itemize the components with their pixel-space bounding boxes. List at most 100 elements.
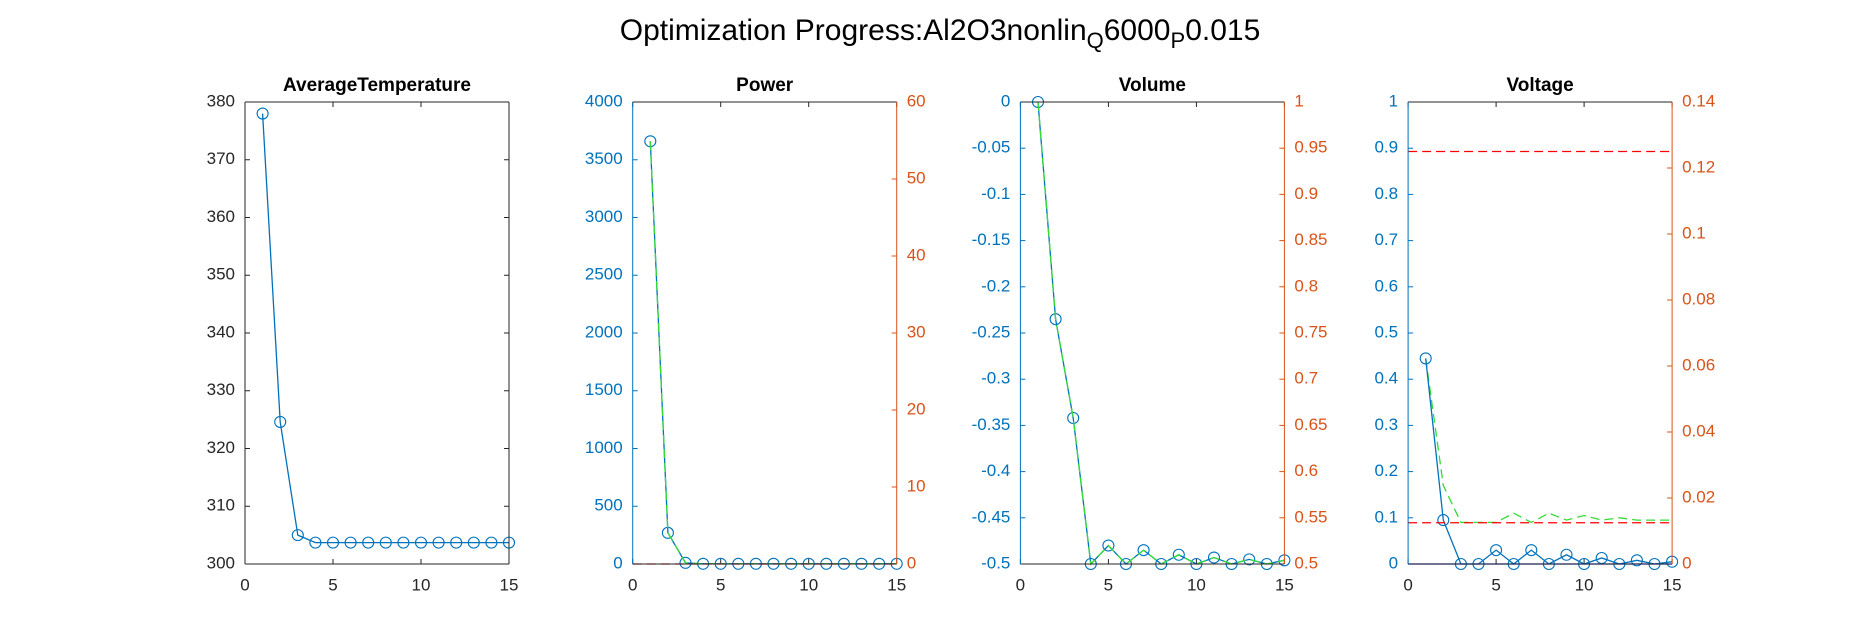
- x-tick-label: 10: [1187, 575, 1206, 594]
- data-point: [467, 536, 480, 549]
- y-tick-label: 0.3: [1374, 415, 1398, 434]
- y2-tick-label: 0.95: [1294, 138, 1327, 157]
- x-tick-label: 0: [1016, 575, 1025, 594]
- data-point: [291, 529, 304, 542]
- series-line: [1037, 101, 1285, 566]
- x-tick-label: 0: [628, 575, 637, 594]
- data-point: [362, 536, 375, 549]
- subplot-title: AverageTemperature: [283, 75, 471, 96]
- data-point: [1560, 548, 1573, 561]
- y-tick-label: -0.25: [972, 322, 1011, 341]
- data-point: [1419, 352, 1432, 365]
- y-tick-label: 2500: [585, 265, 623, 284]
- y-tick-label: 0.9: [1374, 138, 1398, 157]
- y-tick-label: -0.15: [972, 230, 1011, 249]
- y2-tick-label: 0.02: [1682, 487, 1715, 506]
- data-point: [1437, 514, 1450, 527]
- subplot-title: Power: [736, 75, 794, 96]
- y-tick-label: 340: [207, 322, 235, 341]
- y-tick-label: 500: [594, 496, 622, 515]
- data-point: [679, 556, 692, 569]
- y2-tick-label: 0.04: [1682, 421, 1715, 440]
- y2-tick-label: 20: [907, 399, 926, 418]
- series-line: [649, 141, 897, 565]
- y2-tick-label: 0.85: [1294, 230, 1327, 249]
- data-point: [1595, 551, 1608, 565]
- y2-tick-label: 60: [907, 91, 926, 110]
- y-tick-label: -0.2: [981, 276, 1010, 295]
- y2-tick-label: 0.08: [1682, 289, 1715, 308]
- y-tick-label: 370: [207, 149, 235, 168]
- x-tick-label: 10: [1575, 575, 1594, 594]
- x-tick-label: 15: [1663, 575, 1682, 594]
- series-line: [1037, 101, 1285, 566]
- series-line: [649, 141, 897, 565]
- y-tick-label: 3500: [585, 149, 623, 168]
- y2-tick-label: 10: [907, 476, 926, 495]
- y2-tick-label: 0.8: [1294, 276, 1318, 295]
- x-tick-label: 10: [412, 575, 431, 594]
- series-line: [261, 113, 509, 544]
- series-line: [1425, 358, 1673, 524]
- x-tick-label: 0: [1403, 575, 1412, 594]
- x-tick-label: 5: [328, 575, 337, 594]
- y-tick-label: 4000: [585, 91, 623, 110]
- y-tick-label: 380: [207, 91, 235, 110]
- y-tick-label: 0.6: [1374, 276, 1398, 295]
- y2-tick-label: 0: [907, 553, 916, 572]
- y-tick-label: 1000: [585, 438, 623, 457]
- title-part: 6000: [1104, 14, 1171, 47]
- data-point: [274, 415, 287, 428]
- y-tick-label: -0.35: [972, 415, 1011, 434]
- y2-tick-label: 0.55: [1294, 507, 1327, 526]
- title-subscript: P: [1171, 28, 1186, 53]
- y2-tick-label: 0.06: [1682, 355, 1715, 374]
- data-point: [1137, 544, 1150, 557]
- y-tick-label: 0: [613, 553, 622, 572]
- data-point: [1490, 544, 1503, 557]
- y-tick-label: 1500: [585, 380, 623, 399]
- y2-tick-label: 0.1: [1682, 223, 1706, 242]
- y2-tick-label: 0: [1682, 553, 1691, 572]
- x-tick-label: 5: [1491, 575, 1500, 594]
- data-point: [414, 536, 428, 549]
- x-tick-label: 5: [1104, 575, 1113, 594]
- y2-tick-label: 0.75: [1294, 322, 1327, 341]
- y-tick-label: -0.1: [981, 184, 1010, 203]
- data-point: [432, 536, 445, 549]
- y-tick-label: -0.5: [981, 553, 1010, 572]
- y-tick-label: 350: [207, 265, 235, 284]
- title-subscript: Q: [1087, 28, 1104, 53]
- data-point: [326, 536, 340, 549]
- y-tick-label: 0.4: [1374, 369, 1398, 388]
- x-tick-label: 15: [887, 575, 906, 594]
- y-tick-label: 300: [207, 553, 235, 572]
- x-tick-label: 5: [716, 575, 725, 594]
- y-tick-label: 310: [207, 496, 235, 515]
- data-point: [1243, 553, 1256, 566]
- data-point: [485, 536, 498, 549]
- x-tick-label: 10: [799, 575, 818, 594]
- data-point: [1207, 551, 1221, 564]
- x-tick-label: 15: [500, 575, 519, 594]
- x-tick-label: 15: [1275, 575, 1294, 594]
- x-tick-label: 0: [240, 575, 249, 594]
- y-tick-label: 0.8: [1374, 184, 1398, 203]
- figure-title: Optimization Progress:Al2O3nonlinQ6000P0…: [620, 14, 1261, 53]
- data-point: [256, 107, 269, 120]
- y2-tick-label: 0.5: [1294, 553, 1318, 572]
- y2-tick-label: 40: [907, 245, 926, 264]
- series-line: [1425, 358, 1673, 565]
- y2-tick-label: 0.12: [1682, 157, 1715, 176]
- data-point: [1102, 539, 1115, 552]
- data-point: [344, 536, 357, 549]
- y-tick-label: 320: [207, 438, 235, 457]
- y2-tick-label: 0.7: [1294, 369, 1318, 388]
- y-tick-label: 2000: [585, 322, 623, 341]
- y-tick-label: 0.1: [1374, 507, 1398, 526]
- data-point: [450, 536, 463, 549]
- y2-tick-label: 0.9: [1294, 184, 1318, 203]
- subplot-title: Volume: [1119, 75, 1186, 96]
- y2-tick-label: 30: [907, 322, 926, 341]
